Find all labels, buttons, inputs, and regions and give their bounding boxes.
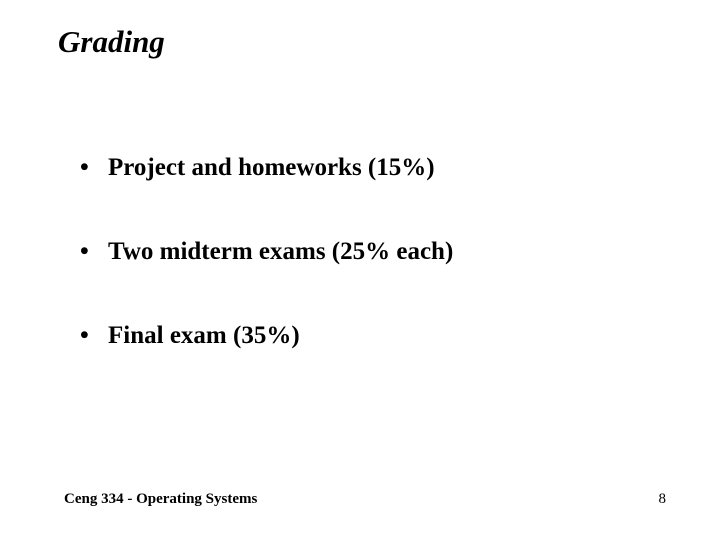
list-item: Final exam (35%) xyxy=(80,322,453,350)
footer-course-label: Ceng 334 - Operating Systems xyxy=(64,491,257,508)
list-item: Project and homeworks (15%) xyxy=(80,154,453,182)
slide-title: Grading xyxy=(58,24,165,60)
bullet-list: Project and homeworks (15%) Two midterm … xyxy=(80,154,453,406)
page-number: 8 xyxy=(659,491,667,508)
list-item: Two midterm exams (25% each) xyxy=(80,238,453,266)
